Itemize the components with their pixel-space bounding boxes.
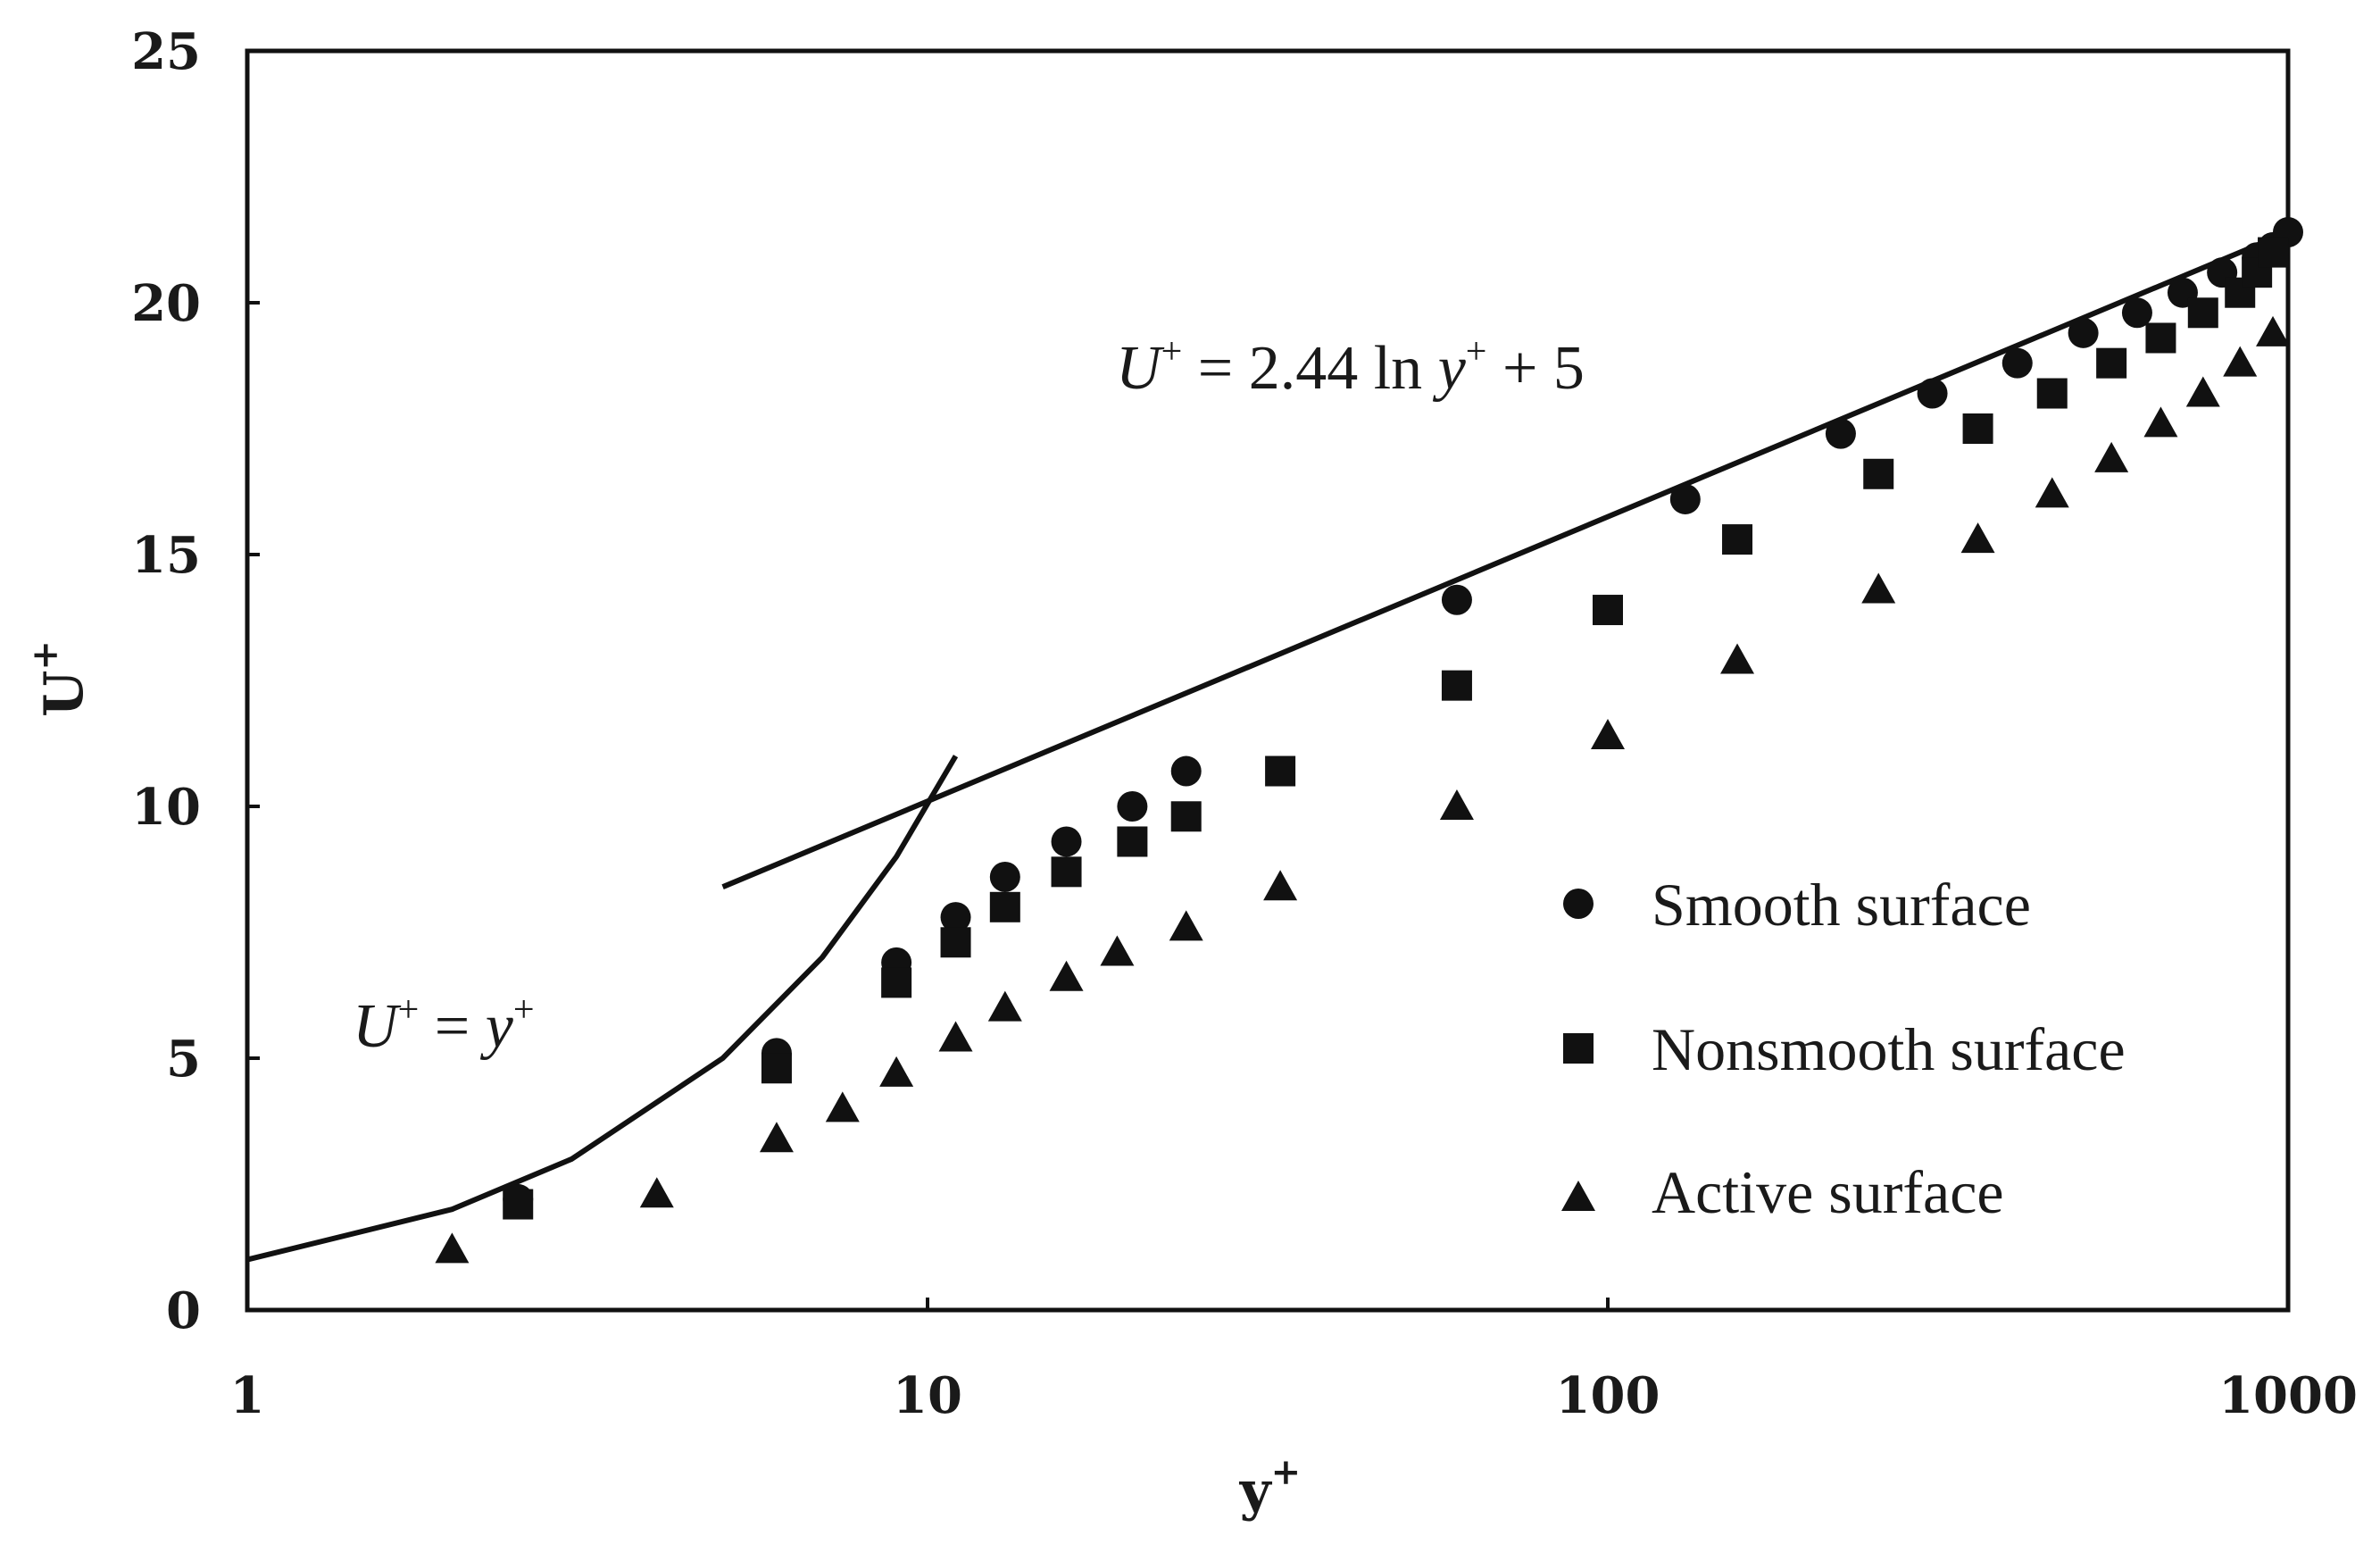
legend-circle-marker (1563, 889, 1594, 919)
smooth-surface-point (1669, 483, 1701, 514)
nonsmooth-surface-point (1441, 670, 1472, 701)
nonsmooth-surface-point (2187, 297, 2218, 329)
y-tick-label: 20 (131, 274, 201, 333)
smooth-surface-point (1051, 826, 1082, 857)
active-surface-point (2094, 441, 2129, 472)
log-law-tail: + 5 (1486, 334, 1584, 403)
active-surface-point (825, 1091, 860, 1123)
reference-lines (246, 230, 2290, 1263)
y-tick-labels: 0 5 10 15 20 25 (131, 22, 201, 1340)
active-surface-point (1720, 643, 1755, 674)
linear-law-eq: = (419, 992, 485, 1061)
active-surface-point (1591, 719, 1625, 750)
x-tick-label: 1000 (2218, 1366, 2358, 1425)
linear-law-lhs: U (353, 992, 402, 1061)
nonsmooth-surface-point (1863, 458, 1894, 489)
smooth-surface-point (989, 861, 1020, 892)
y-tick-label: 10 (131, 778, 201, 837)
legend-square-marker (1563, 1033, 1594, 1064)
nonsmooth-surface-point (1265, 755, 1296, 787)
log-law-line (721, 230, 2290, 889)
smooth-surface-point (2001, 347, 2033, 379)
y-ticks (247, 49, 260, 1312)
nonsmooth-surface-point (1051, 856, 1082, 888)
nonsmooth-surface-point (1722, 524, 1753, 555)
smooth-surface-point (2068, 317, 2099, 348)
active-surface-point (1861, 572, 1896, 604)
active-surface-point (1960, 522, 1995, 554)
log-law-lhs-sup: + (1161, 331, 1183, 372)
x-axis-title-main: y (1239, 1460, 1273, 1523)
active-surface-point (435, 1232, 470, 1264)
nonsmooth-surface-point (2096, 347, 2127, 379)
nonsmooth-surface-point (1593, 595, 1623, 626)
active-surface-point (1439, 789, 1474, 820)
active-surface-point (1100, 935, 1135, 966)
legend-triangle-marker (1561, 1181, 1595, 1211)
active-surface-point (2256, 315, 2291, 346)
viscous-sublayer-line (246, 755, 959, 1263)
nonsmooth-surface-point (1117, 826, 1148, 857)
x-tick-labels: 1 10 100 1000 (230, 1366, 2358, 1425)
active-surface-point (1169, 910, 1203, 941)
linear-law-rhs-sup: + (513, 989, 535, 1031)
smooth-surface-point (1170, 755, 1202, 787)
legend: Smooth surface Nonsmooth surface Active … (1561, 871, 2126, 1226)
legend-label-active: Active surface (1652, 1158, 2004, 1226)
log-law-rhs-sup: + (1466, 331, 1487, 372)
smooth-surface-point (1117, 791, 1148, 822)
nonsmooth-surface-point (940, 927, 971, 958)
linear-law-lhs-sup: + (398, 989, 420, 1031)
nonsmooth-surface-point (2036, 378, 2068, 409)
active-surface-point (1049, 960, 1084, 991)
active-surface-point (879, 1056, 914, 1087)
x-tick-label: 100 (1556, 1366, 1660, 1425)
smooth-surface-point (2121, 297, 2152, 329)
y-tick-label: 15 (131, 526, 201, 585)
active-surface-point (987, 990, 1022, 1022)
linear-law-annotation: U+ = y+ (353, 989, 535, 1061)
nonsmooth-surface-point (989, 891, 1020, 922)
nonsmooth-surface-point (503, 1189, 534, 1220)
active-surface-point (938, 1021, 973, 1052)
nonsmooth-surface-point (2258, 237, 2289, 268)
active-surface-point (759, 1122, 794, 1153)
active-surface-point (2035, 477, 2069, 508)
active-surface-point (2143, 406, 2178, 438)
log-law-rhs: y (1433, 334, 1467, 403)
data-markers (435, 217, 2303, 1264)
active-surface-point (639, 1177, 674, 1208)
nonsmooth-surface-point (761, 1053, 792, 1084)
smooth-surface-point (1441, 584, 1472, 615)
x-ticks (245, 1298, 2290, 1310)
legend-label-smooth: Smooth surface (1652, 871, 2031, 939)
log-law-eq: = 2.44 ln (1182, 334, 1437, 403)
y-tick-label: 5 (166, 1030, 201, 1089)
x-tick-label: 10 (893, 1366, 962, 1425)
y-axis-title-sup: + (24, 640, 66, 671)
nonsmooth-surface-point (1170, 801, 1202, 832)
log-law-lhs: U (1116, 334, 1165, 403)
smooth-surface-point (1825, 418, 1856, 449)
y-axis-title: U+ (24, 640, 96, 717)
active-surface-point (2185, 376, 2220, 407)
nonsmooth-surface-point (1962, 413, 1993, 444)
smooth-surface-point (1917, 378, 1948, 409)
plot-frame (245, 48, 2291, 1313)
x-axis-title-sup: + (1271, 1451, 1302, 1493)
y-tick-label: 25 (131, 22, 201, 81)
x-axis-title: y+ (1239, 1451, 1301, 1523)
linear-law-rhs: y (480, 992, 514, 1061)
y-axis-title-main: U (33, 671, 96, 717)
active-surface-point (2223, 346, 2258, 377)
smooth-surface-point (940, 902, 971, 933)
log-law-annotation: U+ = 2.44 ln y+ + 5 (1116, 331, 1585, 403)
y-tick-label: 0 (166, 1281, 201, 1340)
x-tick-label: 1 (230, 1366, 265, 1425)
nonsmooth-surface-point (2145, 322, 2176, 354)
legend-label-nonsmooth: Nonsmooth surface (1652, 1015, 2126, 1083)
nonsmooth-surface-point (881, 967, 912, 998)
active-surface-point (1263, 870, 1298, 901)
